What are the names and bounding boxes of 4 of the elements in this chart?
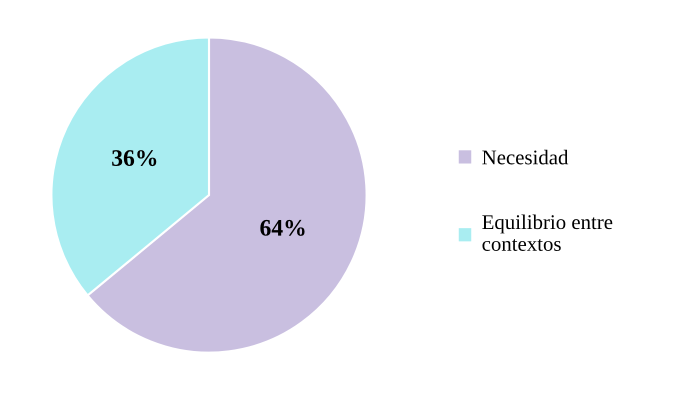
legend-label: Equilibrio entre contextos <box>482 214 612 251</box>
legend-label: Necesidad <box>482 150 568 164</box>
data-label: 36% <box>112 150 156 166</box>
data-label: 64% <box>260 220 305 236</box>
